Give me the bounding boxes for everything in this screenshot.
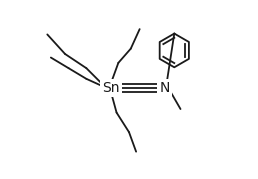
Text: N: N — [159, 81, 170, 95]
Text: Sn: Sn — [102, 81, 120, 95]
